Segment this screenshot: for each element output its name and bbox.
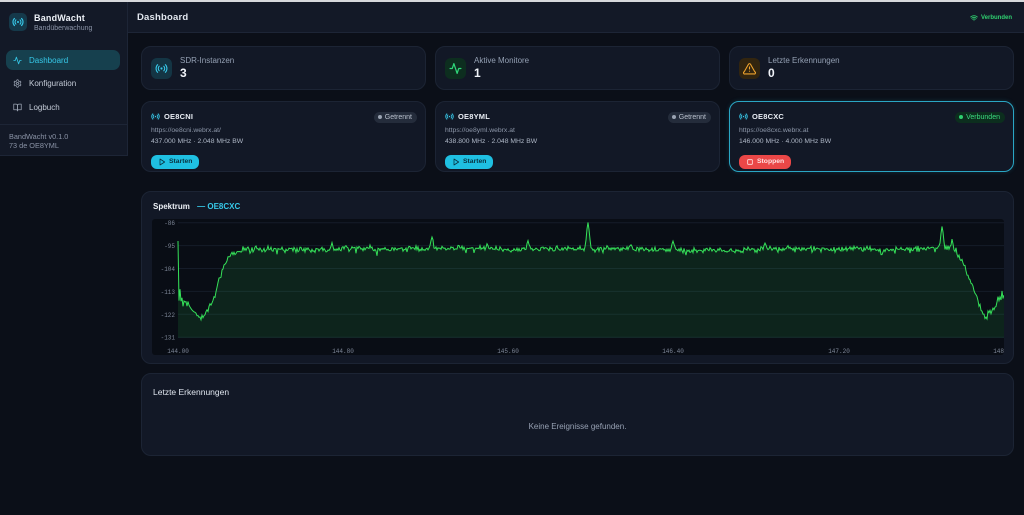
svg-text:144.00: 144.00 [167, 348, 189, 355]
svg-text:-95: -95 [164, 243, 175, 250]
svg-text:-86: -86 [164, 220, 175, 227]
svg-text:-113: -113 [161, 289, 176, 296]
svg-text:-122: -122 [161, 312, 176, 319]
svg-text:-104: -104 [161, 266, 176, 273]
svg-text:-131: -131 [161, 335, 176, 342]
svg-text:148.00: 148.00 [993, 348, 1004, 355]
svg-text:145.60: 145.60 [497, 348, 519, 355]
svg-text:144.80: 144.80 [332, 348, 354, 355]
svg-text:147.20: 147.20 [828, 348, 850, 355]
svg-text:146.40: 146.40 [662, 348, 684, 355]
